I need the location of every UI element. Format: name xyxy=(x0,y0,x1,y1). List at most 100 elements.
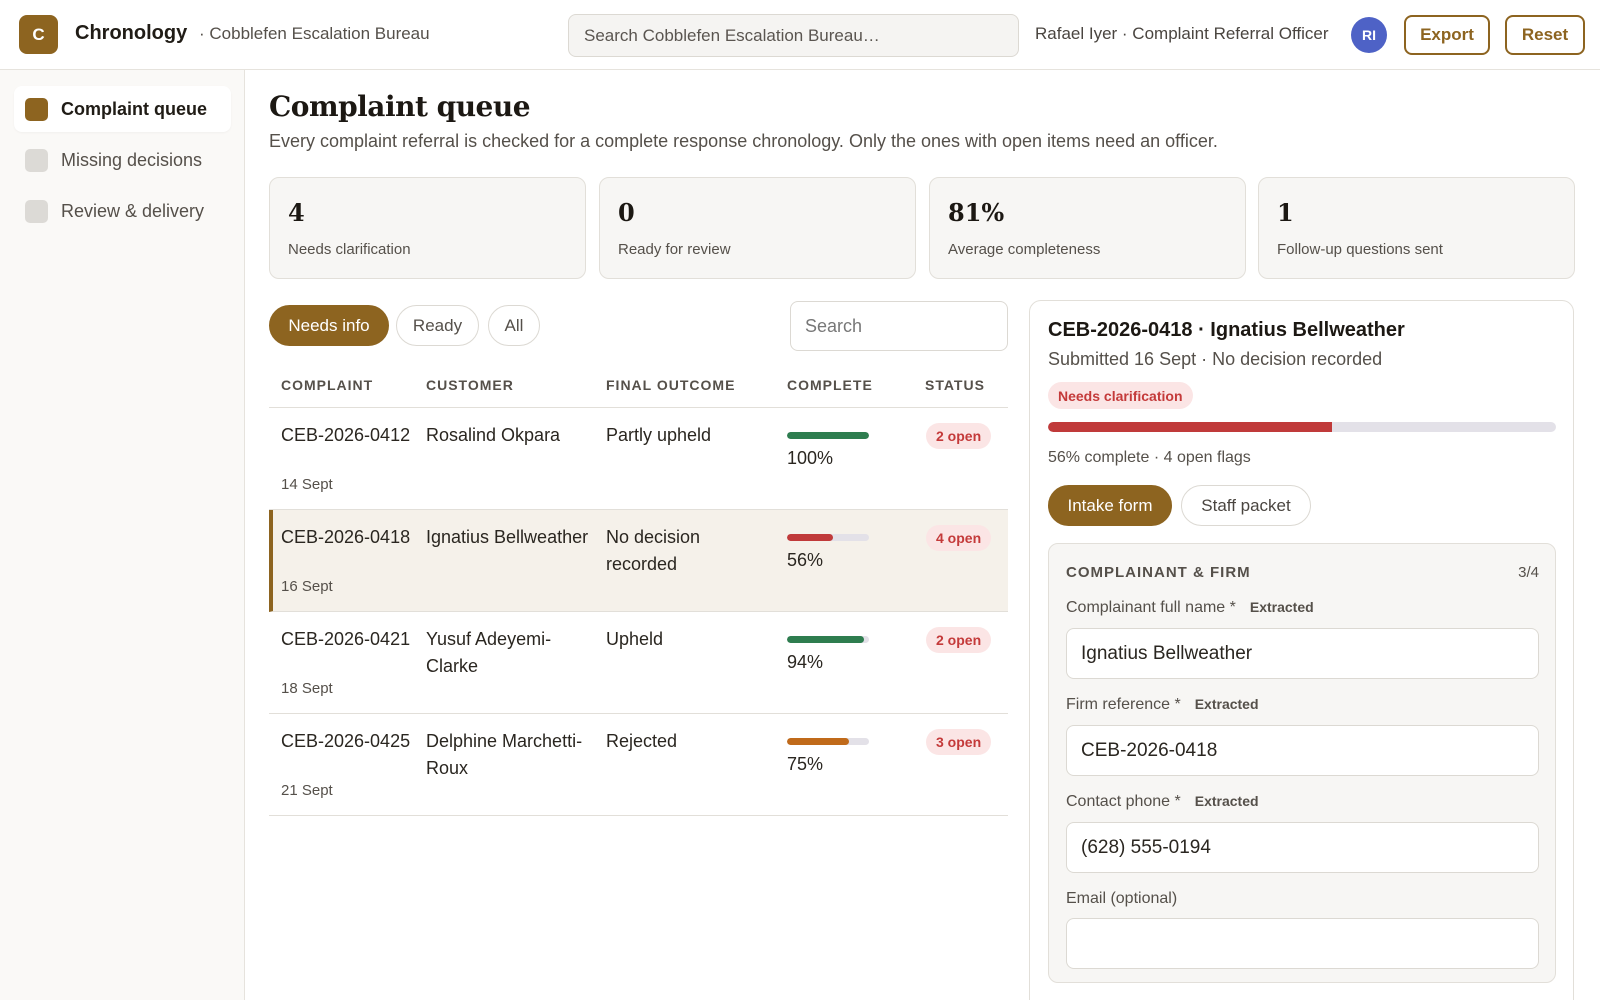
field-label-text: Firm reference * xyxy=(1066,696,1181,713)
completeness-bar xyxy=(787,636,869,643)
top-bar: C Chronology · Cobblefen Escalation Bure… xyxy=(0,0,1600,70)
completeness-bar xyxy=(787,432,869,439)
field-label-text: Complainant full name * xyxy=(1066,599,1236,616)
complaint-date: 14 Sept xyxy=(281,476,333,493)
sidebar: Complaint queue Missing decisions Review… xyxy=(0,70,245,1000)
export-button[interactable]: Export xyxy=(1404,15,1490,55)
user-info: Rafael Iyer · Complaint Referral Officer xyxy=(1035,24,1329,43)
queue-search-input[interactable] xyxy=(790,301,1008,351)
customer-name: Delphine Marchetti-Roux xyxy=(426,731,583,778)
sidebar-item-label: Missing decisions xyxy=(61,149,203,170)
stat-value: 4 xyxy=(288,198,305,227)
section-count: 3/4 xyxy=(1518,564,1539,581)
field-label-text: Email (optional) xyxy=(1066,890,1178,907)
tab-intake-form[interactable]: Intake form xyxy=(1048,485,1172,526)
customer-name: Ignatius Bellweather xyxy=(426,527,589,547)
customer-name: Rosalind Okpara xyxy=(426,425,561,445)
tab-staff-packet[interactable]: Staff packet xyxy=(1181,485,1311,526)
extracted-tag: Extracted xyxy=(1249,599,1314,615)
completeness-percent: 100% xyxy=(787,448,834,468)
field-label-firm-reference: Firm reference * Extracted xyxy=(1066,696,1259,714)
column-header-complaint[interactable]: COMPLAINT xyxy=(281,377,374,393)
email-field[interactable] xyxy=(1066,918,1539,969)
complaint-id: CEB-2026-0412 xyxy=(281,425,411,445)
completeness-bar-fill xyxy=(787,636,865,643)
table-row[interactable]: CEB-2026-0425 21 Sept Delphine Marchetti… xyxy=(269,714,1008,816)
stat-label: Follow-up questions sent xyxy=(1277,241,1443,258)
stat-label: Ready for review xyxy=(618,241,731,258)
stat-card-needs-clarification: 4 Needs clarification xyxy=(269,177,586,279)
extracted-tag: Extracted xyxy=(1194,696,1259,712)
page-description: Every complaint referral is checked for … xyxy=(269,131,1218,151)
complaint-table: COMPLAINT CUSTOMER FINAL OUTCOME COMPLET… xyxy=(269,368,1008,816)
sidebar-item-complaint-queue[interactable]: Complaint queue xyxy=(14,86,231,132)
field-label-email: Email (optional) xyxy=(1066,890,1177,908)
completeness-percent: 94% xyxy=(787,652,824,672)
final-outcome: Rejected xyxy=(606,731,678,751)
complainant-name-field[interactable] xyxy=(1066,628,1539,679)
stat-value: 1 xyxy=(1277,198,1294,227)
status-badge: 2 open xyxy=(926,423,992,449)
detail-subtitle: Submitted 16 Sept · No decision recorded xyxy=(1048,349,1383,369)
complaint-date: 18 Sept xyxy=(281,680,333,697)
field-label-contact-phone: Contact phone * Extracted xyxy=(1066,793,1259,811)
nav-square-icon xyxy=(25,199,48,223)
stat-label: Needs clarification xyxy=(288,241,411,258)
app-title: Chronology xyxy=(75,22,188,44)
stat-card-average-completeness: 81% Average completeness xyxy=(929,177,1246,279)
field-label-text: Contact phone * xyxy=(1066,793,1181,810)
customer-name: Yusuf Adeyemi-Clarke xyxy=(426,629,552,676)
nav-square-icon xyxy=(25,97,48,121)
final-outcome: Upheld xyxy=(606,629,664,649)
stat-card-ready-for-review: 0 Ready for review xyxy=(599,177,916,279)
complainant-firm-section: COMPLAINANT & FIRM 3/4 Complainant full … xyxy=(1048,543,1556,983)
org-name: · Cobblefen Escalation Bureau xyxy=(199,24,430,43)
firm-reference-field[interactable] xyxy=(1066,725,1539,776)
completeness-bar-fill xyxy=(787,432,869,439)
stat-card-follow-up-questions: 1 Follow-up questions sent xyxy=(1258,177,1575,279)
stat-value: 81% xyxy=(948,198,1005,227)
final-outcome: Partly upheld xyxy=(606,425,712,445)
completeness-percent: 56% xyxy=(787,550,824,570)
global-search-input[interactable] xyxy=(568,14,1019,57)
filter-ready[interactable]: Ready xyxy=(396,305,479,346)
table-row[interactable]: CEB-2026-0421 18 Sept Yusuf Adeyemi-Clar… xyxy=(269,612,1008,714)
detail-panel: CEB-2026-0418 · Ignatius Bellweather Sub… xyxy=(1029,300,1574,1000)
table-row[interactable]: CEB-2026-0412 14 Sept Rosalind Okpara Pa… xyxy=(269,408,1008,510)
field-label-complainant-name: Complainant full name * Extracted xyxy=(1066,599,1314,617)
column-header-status[interactable]: STATUS xyxy=(925,377,985,393)
extracted-tag: Extracted xyxy=(1194,793,1259,809)
column-header-customer[interactable]: CUSTOMER xyxy=(426,377,514,393)
stat-label: Average completeness xyxy=(948,241,1101,258)
nav-square-icon xyxy=(25,148,48,172)
detail-title: CEB-2026-0418 · Ignatius Bellweather xyxy=(1048,319,1405,341)
completeness-bar xyxy=(787,534,869,541)
contact-phone-field[interactable] xyxy=(1066,822,1539,873)
complaint-id: CEB-2026-0418 xyxy=(281,527,411,547)
stat-value: 0 xyxy=(618,198,635,227)
complaint-date: 21 Sept xyxy=(281,782,333,799)
detail-status-badge: Needs clarification xyxy=(1048,382,1193,409)
status-badge: 2 open xyxy=(926,627,992,653)
filter-all[interactable]: All xyxy=(488,305,540,346)
complaint-id: CEB-2026-0425 xyxy=(281,731,411,751)
sidebar-item-review-delivery[interactable]: Review & delivery xyxy=(14,188,231,234)
detail-progress-bar xyxy=(1048,422,1556,432)
status-badge: 4 open xyxy=(926,525,992,551)
completeness-percent: 75% xyxy=(787,754,824,774)
detail-progress-fill xyxy=(1048,422,1333,432)
column-header-complete[interactable]: COMPLETE xyxy=(787,377,873,393)
table-row[interactable]: CEB-2026-0418 16 Sept Ignatius Bellweath… xyxy=(269,510,1008,612)
final-outcome: No decision recorded xyxy=(606,527,701,574)
column-header-final-outcome[interactable]: FINAL OUTCOME xyxy=(606,377,736,393)
section-title: COMPLAINANT & FIRM xyxy=(1066,564,1251,581)
status-badge: 3 open xyxy=(926,729,992,755)
complaint-date: 16 Sept xyxy=(281,578,333,595)
completeness-bar-fill xyxy=(787,534,833,541)
sidebar-item-missing-decisions[interactable]: Missing decisions xyxy=(14,137,231,183)
reset-button[interactable]: Reset xyxy=(1505,15,1585,55)
app-logo: C xyxy=(19,15,58,54)
avatar[interactable]: RI xyxy=(1351,17,1387,53)
completeness-bar xyxy=(787,738,869,745)
filter-needs-info[interactable]: Needs info xyxy=(269,305,389,346)
